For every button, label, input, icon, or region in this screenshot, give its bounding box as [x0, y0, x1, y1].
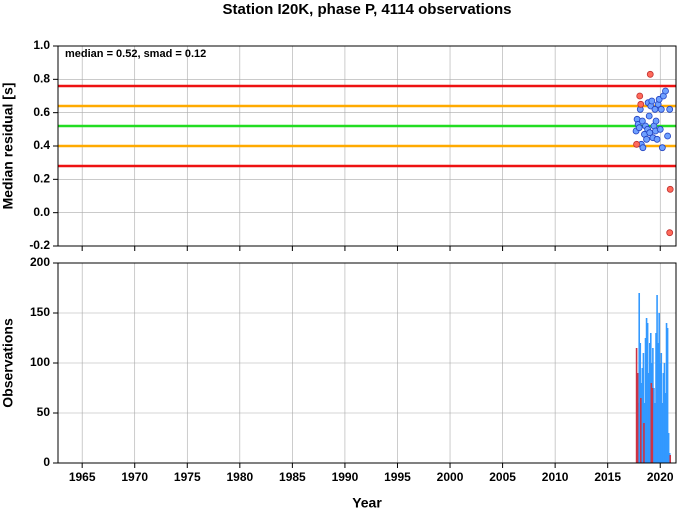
y-tick-label: 0.2 [33, 172, 50, 186]
x-tick-label: 1975 [174, 470, 201, 484]
point [666, 105, 674, 113]
x-tick-label: 2015 [594, 470, 621, 484]
bar [655, 333, 657, 463]
point [648, 97, 656, 105]
bar [654, 403, 656, 463]
point [636, 92, 644, 100]
bar [647, 373, 650, 463]
bar [664, 393, 667, 463]
x-tick-label: 1980 [226, 470, 253, 484]
point [633, 140, 640, 148]
y-tick-label: 0.6 [33, 105, 50, 119]
point [666, 229, 674, 237]
bar [646, 323, 649, 463]
y-axis-title: Observations [0, 318, 16, 408]
x-axis-title: Year [352, 495, 382, 511]
bar [658, 313, 660, 463]
point [637, 100, 645, 108]
point [643, 135, 650, 143]
bar [667, 433, 670, 463]
y-tick-label: 200 [30, 255, 50, 269]
plot-frame [57, 45, 677, 247]
point [657, 105, 665, 113]
chart-title: Station I20K, phase P, 4114 observations [222, 1, 511, 18]
point [658, 144, 666, 152]
bar [669, 455, 672, 463]
x-tick-label: 1985 [279, 470, 306, 484]
bar [657, 343, 659, 463]
point [666, 185, 674, 193]
y-tick-label: 1.0 [33, 38, 50, 52]
bar [635, 348, 638, 463]
point [635, 124, 643, 132]
point [653, 135, 661, 143]
plot-frame [57, 262, 677, 464]
point [639, 144, 647, 152]
x-tick-label: 2000 [437, 470, 464, 484]
bar [653, 388, 655, 463]
bar [644, 338, 647, 463]
bar [650, 383, 653, 463]
bar [663, 363, 666, 463]
point [656, 125, 664, 133]
x-tick-label: 1965 [69, 470, 96, 484]
y-axis-title: Median residual [s] [0, 83, 16, 210]
bar [636, 373, 639, 463]
bar [656, 295, 658, 463]
bar [659, 363, 662, 463]
bar [666, 328, 669, 463]
x-tick-label: 2020 [647, 470, 674, 484]
y-tick-label: 0.4 [33, 138, 50, 152]
y-tick-label: 0 [43, 455, 50, 469]
point [638, 117, 646, 125]
bar [643, 423, 645, 463]
bar [665, 323, 668, 463]
point [645, 112, 653, 120]
bar [662, 373, 665, 463]
x-tick-label: 2005 [489, 470, 516, 484]
bar [651, 388, 654, 463]
y-tick-label: 100 [30, 355, 50, 369]
y-tick-label: 0.0 [33, 205, 50, 219]
point [646, 70, 654, 78]
point [652, 117, 660, 125]
point [664, 132, 671, 140]
annotation: median = 0.52, smad = 0.12 [65, 48, 206, 60]
x-tick-label: 1995 [384, 470, 411, 484]
bar [660, 353, 663, 463]
y-tick-label: -0.2 [29, 238, 50, 252]
x-tick-label: 1990 [332, 470, 359, 484]
bar [648, 343, 651, 463]
y-tick-label: 150 [30, 305, 50, 319]
x-tick-label: 2010 [542, 470, 569, 484]
point [662, 87, 669, 95]
y-tick-label: 0.8 [33, 72, 50, 86]
bar [642, 353, 645, 463]
y-tick-label: 50 [37, 405, 51, 419]
bar [661, 403, 664, 463]
x-tick-label: 1970 [121, 470, 148, 484]
bar [639, 398, 642, 463]
bar [641, 368, 644, 463]
